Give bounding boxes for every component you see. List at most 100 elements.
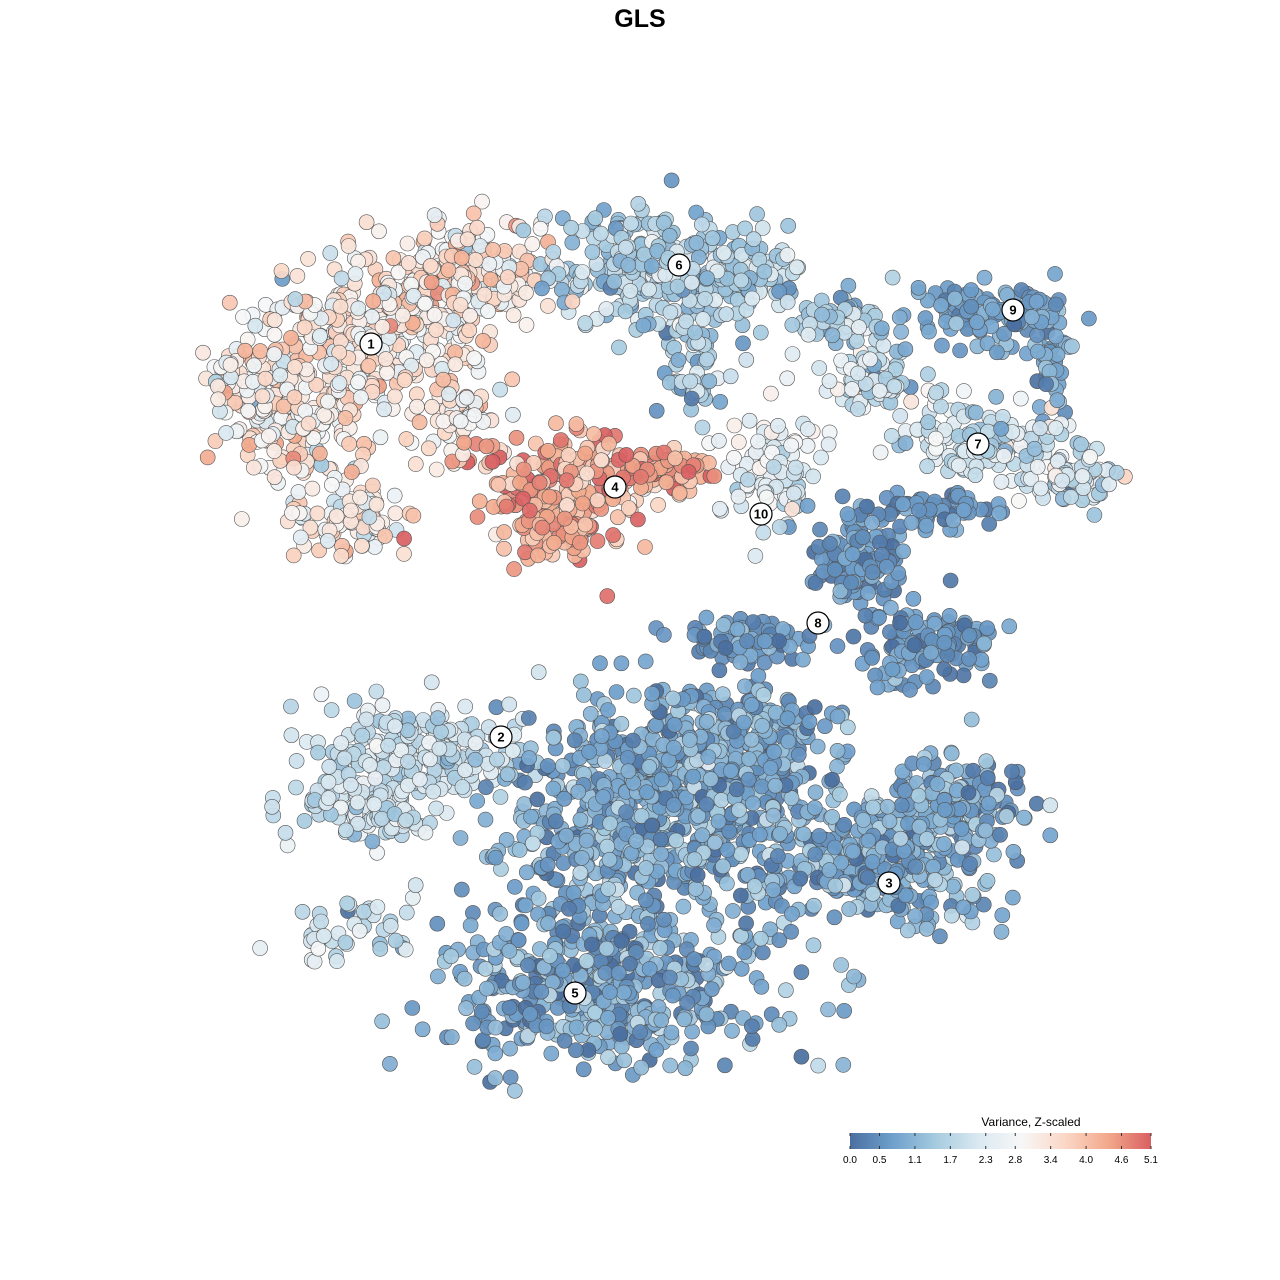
cell-point [207,433,224,449]
cell-point [474,193,490,210]
cell-point [784,906,800,922]
cell-point [919,831,935,847]
cell-point [991,505,1008,522]
cell-point [943,907,960,924]
cell-point [917,310,934,326]
cell-point [398,431,415,447]
cell-point [443,948,459,965]
cell-point [1042,827,1059,844]
cell-point [920,366,936,383]
cell-point [354,727,371,744]
cell-point [706,917,722,934]
cell-point [237,342,253,359]
cell-point [893,797,910,814]
cell-point [750,433,766,450]
cell-point [618,804,634,820]
cell-point [713,792,730,808]
cell-point [519,1028,536,1044]
colorbar-tick-label: 1.1 [908,1155,922,1166]
cell-point [457,762,473,779]
cell-point [368,496,385,513]
cell-point [443,1029,460,1045]
cell-point [558,472,575,489]
cell-point [920,414,937,431]
colorbar-tick-label: 1.7 [943,1155,957,1166]
cell-point [501,696,518,713]
cell-point [459,231,476,248]
cell-point [993,473,1010,490]
cell-point [711,662,728,679]
cell-point [850,365,866,382]
cell-point [892,408,909,424]
cell-point [601,851,618,868]
cell-point [771,633,787,649]
cell-point [1048,328,1064,345]
cell-point [656,911,672,928]
cell-point [371,223,387,240]
cell-point [620,763,637,780]
cluster-label-text: 4 [611,480,619,495]
cell-point [610,965,627,981]
cell-point [556,1033,573,1049]
cell-point [831,786,848,803]
cell-point [996,325,1013,342]
cell-point [518,317,535,333]
cell-point [770,417,786,434]
cell-point [480,303,496,320]
cell-point [725,903,741,919]
cell-point [492,789,509,805]
cell-point [568,416,585,432]
cell-point [430,968,446,985]
cluster-label-text: 6 [675,258,682,273]
cell-point [883,428,900,444]
cell-point [986,846,1002,863]
cell-point [666,740,682,756]
cell-point [771,519,788,535]
cell-point [783,923,799,940]
cell-point [517,774,533,791]
cell-point [496,524,512,540]
cell-point [364,833,381,850]
cell-point [722,368,739,385]
cell-point [305,430,322,447]
cell-point [405,287,422,304]
cell-point [779,710,796,727]
cell-point [1016,809,1032,826]
cluster-label-6: 6 [667,253,691,277]
cell-point [639,784,655,801]
cell-point [353,537,370,554]
cell-point [313,686,330,703]
cell-point [323,355,339,372]
cell-point [864,564,881,581]
cell-point [881,813,898,830]
cell-point [300,415,317,432]
cell-point [833,957,849,973]
cell-point [466,407,483,424]
cell-point [961,627,978,644]
cell-point [1028,293,1045,310]
cell-point [967,404,984,421]
cell-point [467,735,484,752]
cell-point [962,856,978,872]
cell-point [616,1052,633,1069]
cell-point [665,690,681,707]
cell-point [844,381,860,397]
cell-point [426,307,443,323]
cell-point [682,373,699,390]
cell-point [625,732,641,749]
cell-point [755,524,772,541]
cell-point [469,509,486,525]
cell-point [1026,440,1043,457]
cell-point [283,727,300,744]
cell-point [836,1002,853,1019]
cell-point [539,856,556,873]
cell-point [886,378,903,395]
cell-point [641,961,658,977]
cell-point [641,759,658,775]
cell-point [554,758,571,774]
cell-point [605,527,621,543]
cell-point [892,830,909,847]
cell-point [732,654,749,670]
cell-point [745,795,761,812]
cell-point [719,842,736,858]
